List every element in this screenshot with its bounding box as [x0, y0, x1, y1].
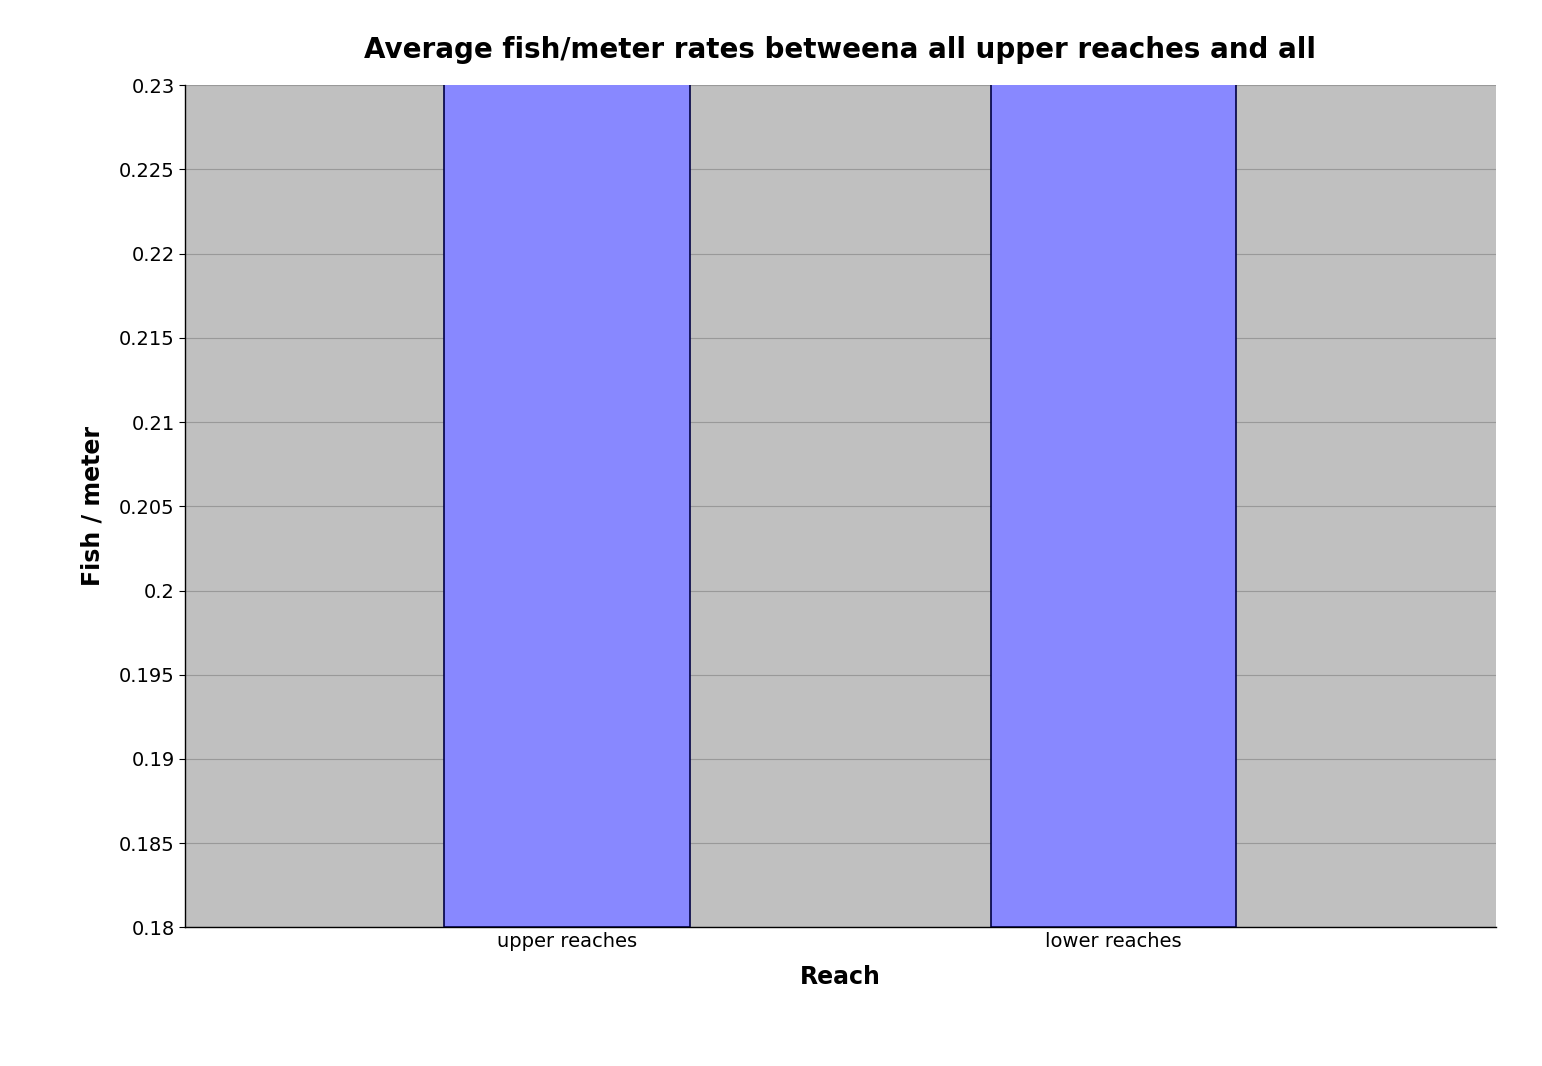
Bar — [990, 0, 1237, 927]
Bar — [444, 0, 691, 927]
X-axis label: Reach: Reach — [800, 965, 880, 989]
Y-axis label: Fish / meter: Fish / meter — [82, 426, 105, 586]
Title: Average fish/meter rates betweena all upper reaches and all: Average fish/meter rates betweena all up… — [364, 35, 1317, 64]
